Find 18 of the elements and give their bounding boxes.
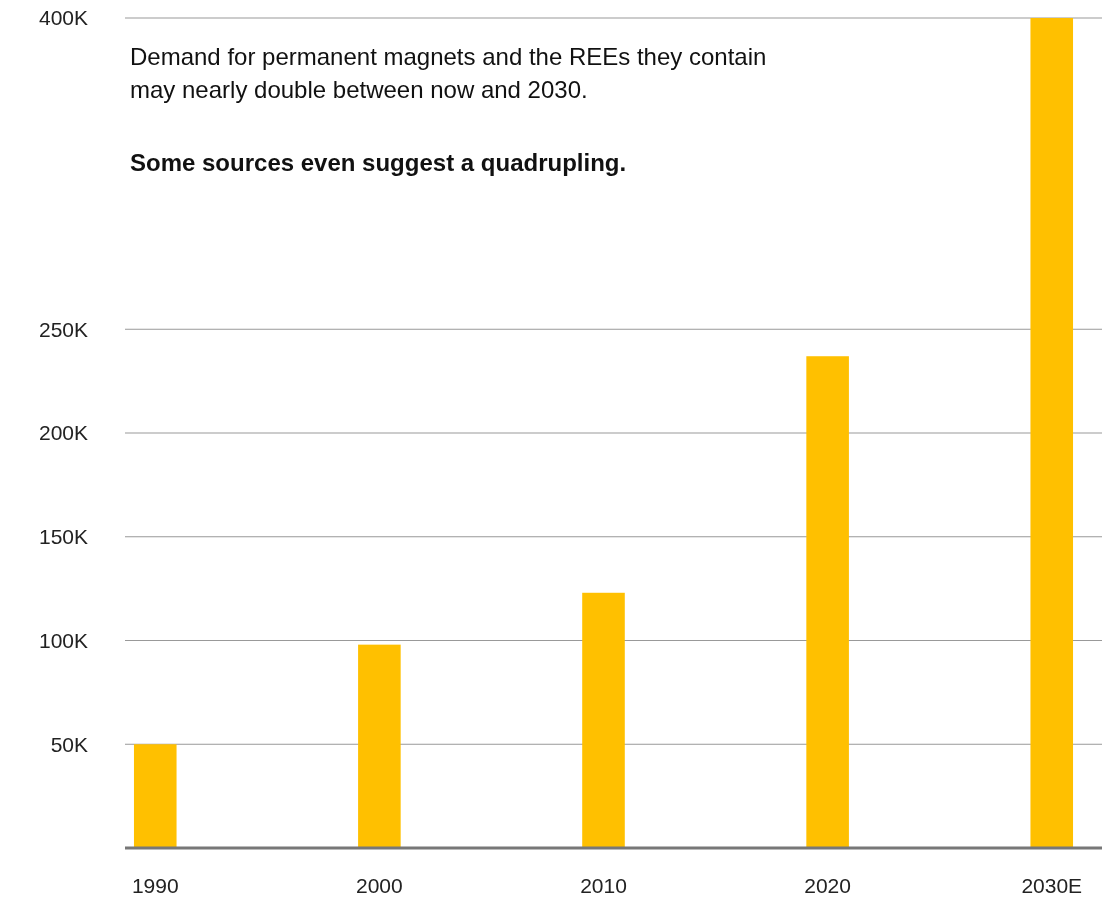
x-tick-label: 2030E [1021, 874, 1083, 897]
bar [133, 744, 177, 848]
bar [1030, 18, 1074, 848]
x-tick-label: 2000 [356, 874, 403, 897]
annotation: Demand for permanent magnets and the REEs they contain may nearly double between now and 2030. [130, 43, 767, 103]
y-tick-label: 400K [38, 6, 88, 30]
x-tick-label: 1990 [131, 874, 179, 897]
y-tick-label: 200K [38, 421, 88, 445]
bar [582, 592, 625, 848]
x-tick-label: 2010 [580, 874, 627, 897]
y-tick-label: 150K [38, 525, 88, 549]
y-tick-label: 250K [38, 317, 88, 341]
bar [806, 356, 849, 848]
x-tick-label: 2020 [804, 874, 851, 897]
bar [358, 644, 401, 848]
y-tick-label: 50K [50, 732, 88, 756]
y-tick-label: 100K [38, 628, 88, 652]
annotation: Some sources even suggest a quadrupling. [130, 149, 627, 176]
